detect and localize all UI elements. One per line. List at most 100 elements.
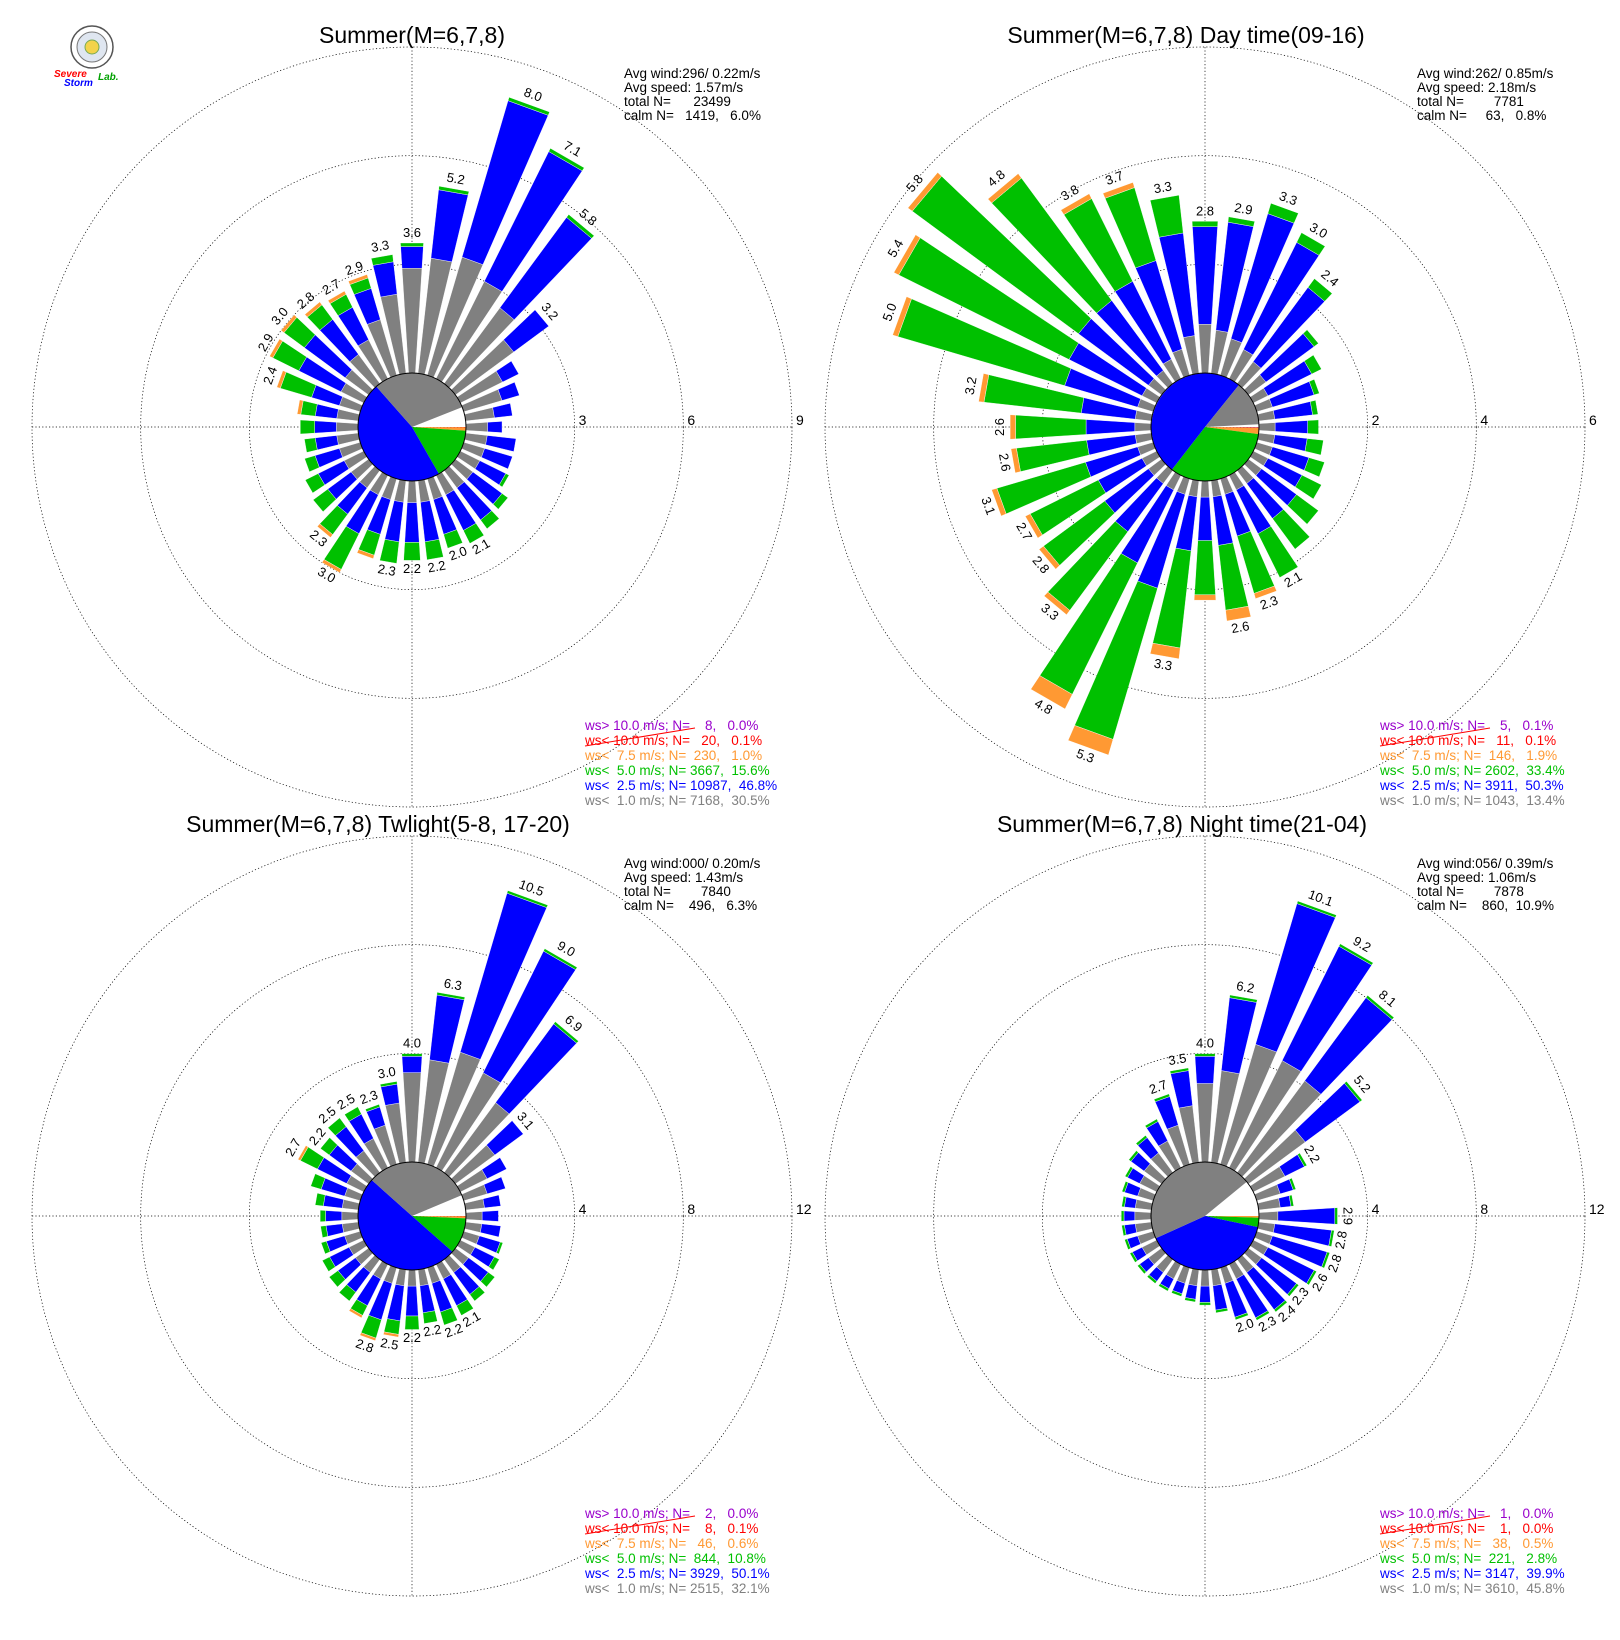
bar-segment-10-2	[436, 992, 466, 1001]
bar-total-label: 8.0	[522, 84, 544, 104]
bar-segment-190-3	[383, 1331, 399, 1338]
bar-segment-190-0	[393, 479, 407, 503]
bar-segment-90-2	[1307, 419, 1319, 435]
pie-slice-calm	[1205, 424, 1259, 427]
bar-segment-90-0	[1258, 1211, 1279, 1221]
bar-segment-280-2	[300, 400, 318, 417]
bar-segment-90-2	[1334, 1207, 1338, 1225]
bar-segment-200-3	[356, 549, 375, 559]
bar-segment-180-0	[407, 480, 417, 503]
pie-slice-ws-2-5-m-s	[1151, 373, 1239, 470]
bar-total-label: 3.5	[1167, 1050, 1187, 1068]
stat-line: total N= 23499	[624, 94, 731, 109]
bar-segment-180-2	[403, 542, 421, 561]
bar-segment-220-2	[338, 1284, 357, 1302]
legend-entry: ws< 10.0 m/s; N= 11, 0.1%	[1379, 733, 1556, 748]
bar-segment-110-2	[1321, 1251, 1331, 1269]
bar-segment-210-3	[348, 1308, 363, 1319]
bar-segment-160-2	[443, 529, 463, 549]
bar-segment-80-2	[1288, 1194, 1294, 1207]
bar-segment-350-2	[370, 254, 394, 266]
bar-segment-10-2	[1227, 216, 1255, 227]
bar-segment-270-1	[314, 420, 337, 434]
stat-line: Avg wind:056/ 0.39m/s	[1417, 856, 1554, 871]
bar-segment-260-2	[320, 1225, 329, 1238]
bar-segment-270-3	[1009, 414, 1016, 440]
bar-segment-350-1	[372, 261, 398, 298]
radial-tick-label: 6	[687, 412, 695, 428]
bar-segment-170-2	[1215, 1307, 1229, 1314]
bar-segment-170-2	[422, 1310, 438, 1324]
bar-segment-190-0	[395, 1268, 407, 1287]
grid-ring	[31, 835, 793, 1597]
center-pie	[1150, 372, 1260, 482]
bar-segment-350-2	[1149, 194, 1184, 238]
bar-segment-260-0	[336, 432, 360, 446]
bar-total-label: 2.9	[343, 258, 365, 278]
pie-slice-ws-2-5-m-s	[1155, 1216, 1258, 1271]
bar-segment-0-0	[1198, 324, 1212, 374]
bar-segment-270-2	[319, 1210, 326, 1222]
bar-segment-180-3	[1193, 594, 1217, 601]
bar-segment-100-1	[480, 1223, 501, 1238]
bar-segment-290-3	[892, 296, 912, 337]
legend-entry: ws< 7.5 m/s; N= 146, 1.9%	[1379, 748, 1557, 763]
bar-segment-270-0	[341, 1211, 359, 1221]
bar-segment-310-2	[1128, 1150, 1139, 1162]
legend-entry: ws> 10.0 m/s; N= 2, 0.0%	[584, 1506, 758, 1521]
bar-segment-0-0	[1196, 1083, 1214, 1163]
bar-segment-20-2	[507, 96, 550, 116]
bar-segment-100-0	[464, 1221, 483, 1233]
polar-grid	[824, 835, 1586, 1597]
bar-segment-270-0	[1134, 422, 1152, 432]
bar-segment-280-1	[323, 1194, 344, 1209]
bar-total-label: 2.3	[1258, 592, 1280, 612]
bar-segment-330-2	[344, 1106, 362, 1122]
bar-segment-0-0	[402, 1072, 422, 1163]
bar-segment-140-2	[469, 1286, 486, 1302]
bar-segment-180-2	[404, 1315, 420, 1330]
bar-segment-130-2	[492, 493, 509, 510]
bar-segment-130-2	[1287, 494, 1319, 525]
bar-segment-40-2	[1365, 995, 1395, 1020]
legend-entry: ws< 7.5 m/s; N= 46, 0.6%	[584, 1536, 758, 1551]
bar-segment-80-0	[464, 1198, 485, 1211]
bar-total-label: 5.0	[879, 301, 899, 323]
radial-tick-label: 6	[1589, 412, 1597, 428]
bar-segment-90-1	[1277, 1207, 1336, 1225]
bar-segment-100-0	[464, 432, 488, 446]
panel-title: Summer(M=6,7,8) Night time(21-04)	[997, 811, 1367, 837]
bar-segment-190-0	[1188, 479, 1200, 498]
center-pie	[357, 372, 467, 482]
radial-tick-label: 9	[796, 412, 804, 428]
bar-segment-290-2	[310, 1173, 326, 1190]
bar-total-label: 2.2	[422, 1322, 442, 1340]
bar-segment-180-1	[404, 502, 420, 543]
bar-segment-330-3	[1060, 193, 1092, 215]
bar-segment-270-1	[325, 1210, 343, 1222]
bar-segment-150-2	[463, 523, 485, 544]
bar-segment-150-2	[1255, 1310, 1270, 1321]
bar-segment-60-2	[1297, 1152, 1308, 1167]
bar-segment-160-2	[440, 1307, 458, 1326]
bar-segment-90-0	[1258, 422, 1276, 432]
bar-segment-250-2	[320, 1240, 331, 1255]
stat-line: calm N= 63, 0.8%	[1417, 108, 1546, 123]
bar-segment-260-2	[1121, 1224, 1127, 1236]
grid-ring	[824, 46, 1586, 808]
bar-segment-60-2	[1304, 354, 1322, 375]
radial-tick-label: 12	[796, 1201, 812, 1217]
grid-ring	[140, 155, 684, 699]
bar-segment-200-3	[359, 1332, 377, 1342]
pie-slice-ws-7-5-m-s	[1205, 1216, 1259, 1218]
bar-segment-250-2	[304, 455, 320, 473]
legend-strike	[1379, 1515, 1491, 1535]
wind-rose-panel-1: 3 6 93.65.28.07.15.83.22.12.02.22.22.33.02…	[31, 22, 804, 808]
bar-segment-190-2	[379, 539, 400, 564]
bar-segment-240-2	[321, 1256, 336, 1272]
pie-slice-ws-7-5-m-s	[412, 427, 466, 431]
bar-segment-170-1	[1212, 1284, 1228, 1311]
bar-segment-10-2	[1229, 994, 1258, 1003]
legend-entry: ws< 7.5 m/s; N= 230, 1.0%	[584, 748, 762, 763]
bar-segment-280-0	[341, 1199, 360, 1211]
